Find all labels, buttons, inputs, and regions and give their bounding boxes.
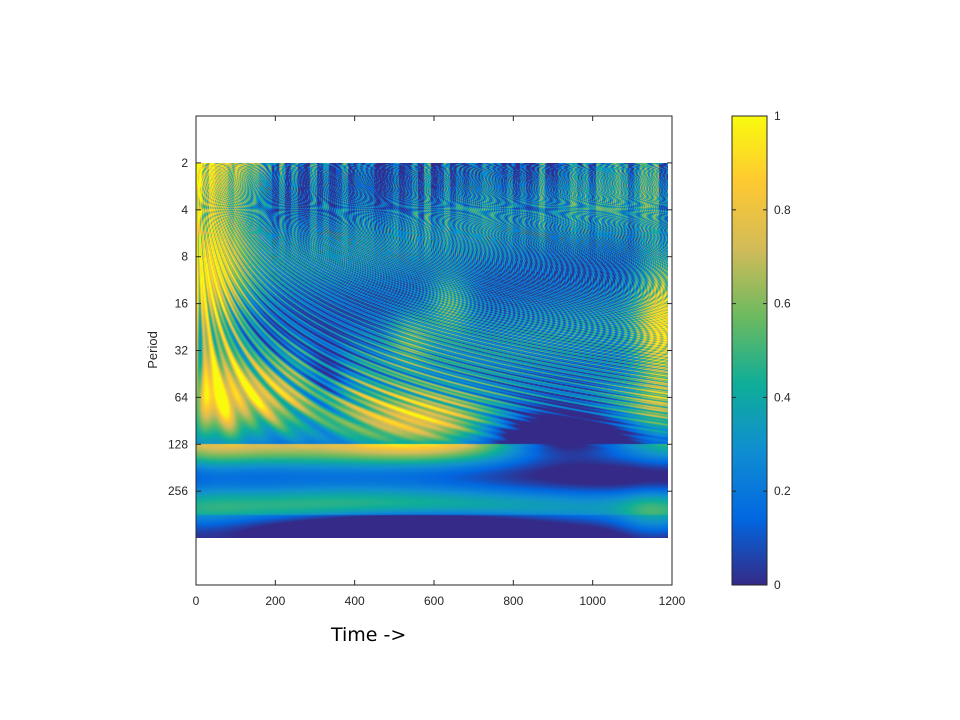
y-tick-label: 8 [181,250,188,264]
colorbar-gradient [732,116,767,585]
x-tick-label: 0 [193,594,200,608]
heatmap-image [196,163,668,538]
x-tick-label: 1000 [579,594,606,608]
colorbar-tick-label: 0 [774,578,781,592]
y-tick-label: 4 [181,203,188,217]
y-tick-label: 2 [181,156,188,170]
y-axis-ticks: 2 4 8 16 32 64 128 256 [168,156,672,498]
x-tick-label: 600 [424,594,444,608]
x-tick-label: 800 [503,594,523,608]
colorbar-ticks: 0 0.2 0.4 0.6 0.8 1 [732,109,791,592]
colorbar-tick-label: 0.8 [774,203,791,217]
colorbar-tick-label: 0.4 [774,390,791,404]
y-axis-label: Period [145,331,160,369]
plot-frame [195,115,673,586]
x-tick-label: 1200 [659,594,686,608]
y-tick-label: 32 [175,344,189,358]
colorbar-tick-label: 0.6 [774,297,791,311]
x-axis-ticks: 0 200 400 600 800 1000 1200 [193,116,686,608]
colorbar-tick-label: 0.2 [774,484,791,498]
colorbar-frame [731,115,768,586]
y-tick-label: 256 [168,484,188,498]
x-tick-label: 200 [265,594,285,608]
x-tick-label: 400 [345,594,365,608]
x-axis-label: Time -> [331,624,407,646]
y-tick-label: 16 [175,297,189,311]
colorbar-tick-label: 1 [774,109,781,123]
y-tick-label: 64 [175,390,189,404]
y-tick-label: 128 [168,437,188,451]
